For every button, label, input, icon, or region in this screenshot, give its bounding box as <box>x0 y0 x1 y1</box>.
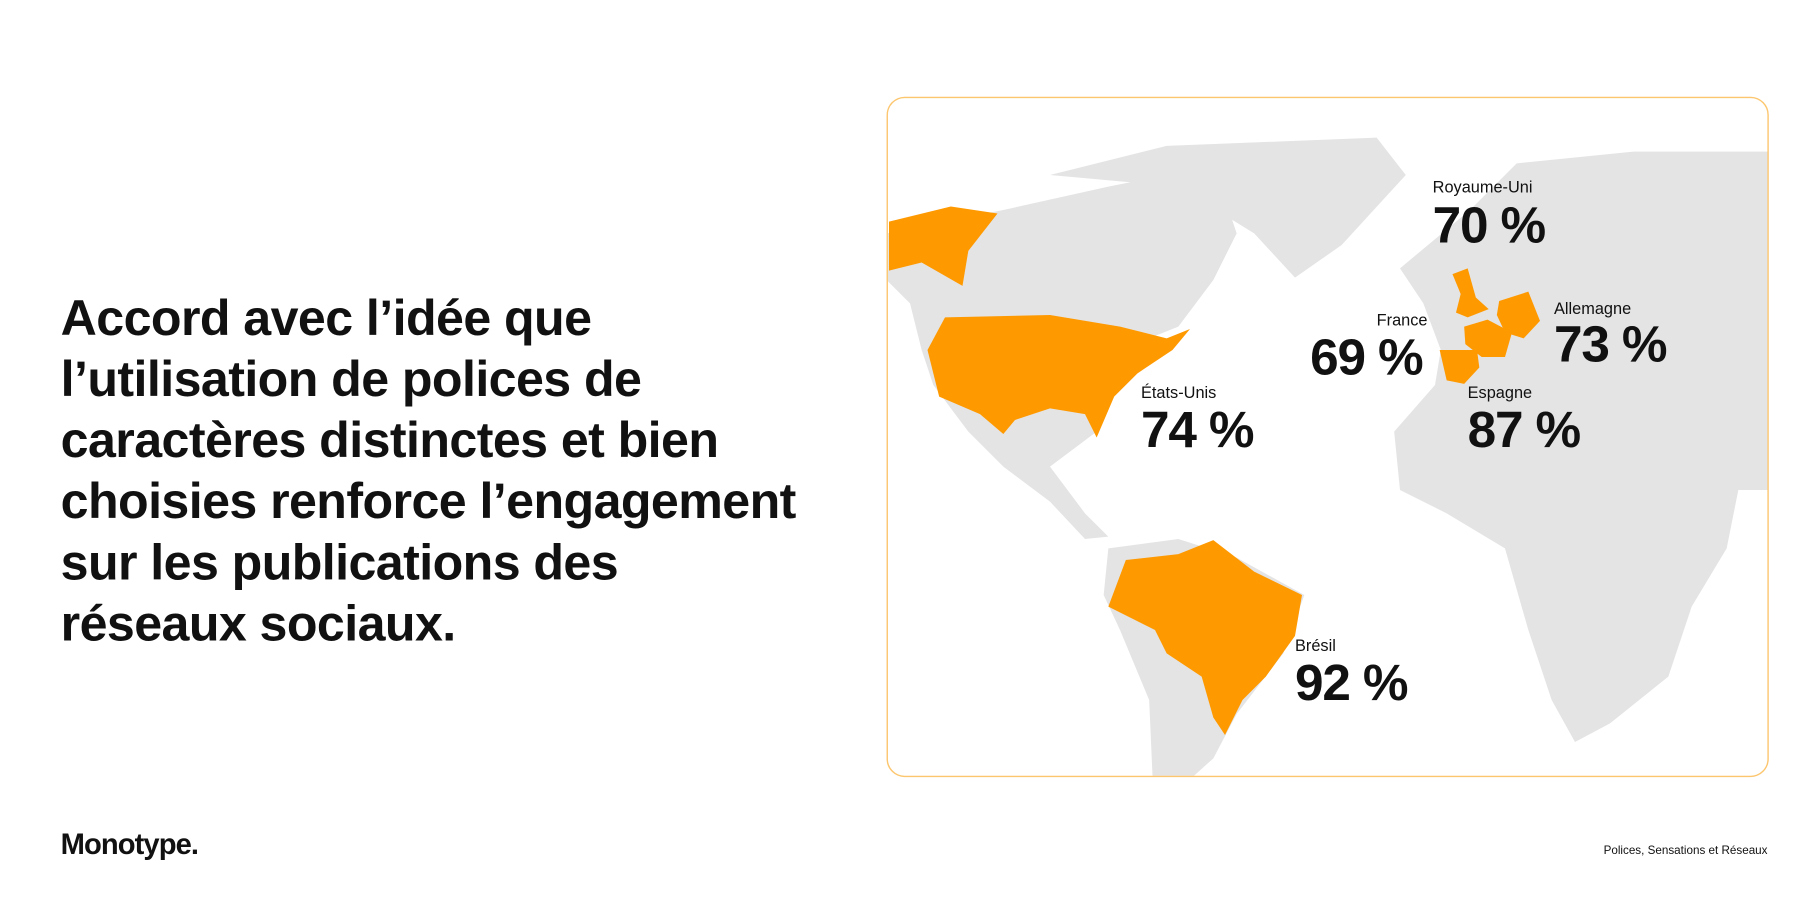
region-value: 73 % <box>1554 316 1667 373</box>
region-name: Brésil <box>1295 637 1336 655</box>
alaska <box>889 206 998 286</box>
greenland <box>1050 137 1406 278</box>
region-value: 74 % <box>1141 401 1254 458</box>
caption: Polices, Sensations et Réseaux <box>1604 844 1768 857</box>
region-value: 70 % <box>1433 197 1546 254</box>
headline-line: choisies renforce l’engagement <box>61 473 797 529</box>
region-value: 69 % <box>1310 329 1423 386</box>
headline-line: réseaux sociaux. <box>61 596 456 652</box>
region-name: France <box>1377 312 1428 330</box>
map <box>886 137 1768 776</box>
germany <box>1496 291 1540 339</box>
spain <box>1439 350 1480 384</box>
headline-line: l’utilisation de polices de <box>61 351 642 407</box>
eurasia-africa <box>1394 151 1768 742</box>
usa <box>927 315 1190 438</box>
headline-line: caractères distinctes et bien <box>61 412 719 468</box>
headline-line: sur les publications des <box>61 534 618 590</box>
region-value: 92 % <box>1295 654 1408 711</box>
brand: Monotype. <box>61 829 198 861</box>
uk <box>1452 268 1489 318</box>
region-name: États-Unis <box>1141 383 1216 402</box>
region-name: Espagne <box>1468 384 1532 402</box>
region-name: Allemagne <box>1554 300 1631 318</box>
region-value: 87 % <box>1468 401 1581 458</box>
brazil <box>1108 540 1302 735</box>
france <box>1464 319 1512 357</box>
map-frame <box>886 96 1769 778</box>
headline-line: Accord avec l’idée que <box>61 290 592 346</box>
region-name: Royaume-Uni <box>1433 179 1533 197</box>
